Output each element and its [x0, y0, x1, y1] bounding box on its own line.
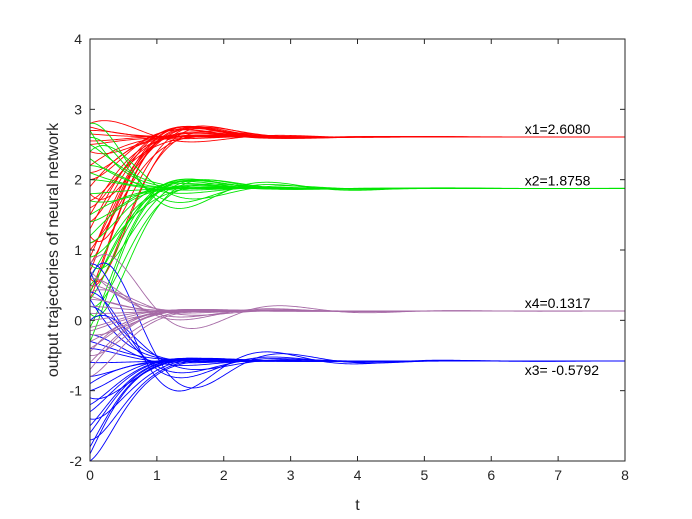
x-axis-label: t: [355, 497, 360, 514]
equilibrium-annotations: x1=2.6080 x2=1.8758 x4=0.1317 x3= -0.5792: [525, 121, 600, 378]
equilibrium-label: x4=0.1317: [525, 295, 591, 311]
trajectory-line: [89, 126, 625, 138]
x-tick-label: 7: [554, 467, 562, 483]
equilibrium-label: x3= -0.5792: [525, 362, 600, 378]
y-tick-label: 3: [74, 101, 82, 117]
equilibrium-label: x2=1.8758: [525, 172, 591, 188]
x-axis-ticks: 0 1 2 3 4 5 6 7 8: [86, 39, 629, 483]
trajectory-line: [89, 130, 625, 190]
x-tick-label: 3: [287, 467, 295, 483]
x-tick-label: 8: [621, 467, 629, 483]
y-tick-label: 2: [74, 172, 82, 188]
y-tick-label: 1: [74, 242, 82, 258]
plot-background: [90, 39, 625, 461]
x-tick-label: 2: [220, 467, 228, 483]
trajectory-line: [89, 360, 625, 385]
trajectory-curves: [89, 120, 625, 462]
y-axis-ticks: -2 -1 0 1 2 3 4: [70, 31, 625, 469]
y-axis-label: output trajectories of neural network: [45, 122, 62, 377]
y-tick-label: 0: [74, 312, 82, 328]
x-tick-label: 4: [354, 467, 362, 483]
equilibrium-label: x1=2.6080: [525, 121, 591, 137]
y-tick-label: 4: [74, 31, 82, 47]
x-tick-label: 6: [487, 467, 495, 483]
trajectory-line: [89, 310, 625, 353]
y-tick-label: -1: [70, 383, 83, 399]
y-tick-label: -2: [70, 453, 83, 469]
x-tick-label: 0: [86, 467, 94, 483]
x-tick-label: 1: [153, 467, 161, 483]
x-tick-label: 5: [420, 467, 428, 483]
